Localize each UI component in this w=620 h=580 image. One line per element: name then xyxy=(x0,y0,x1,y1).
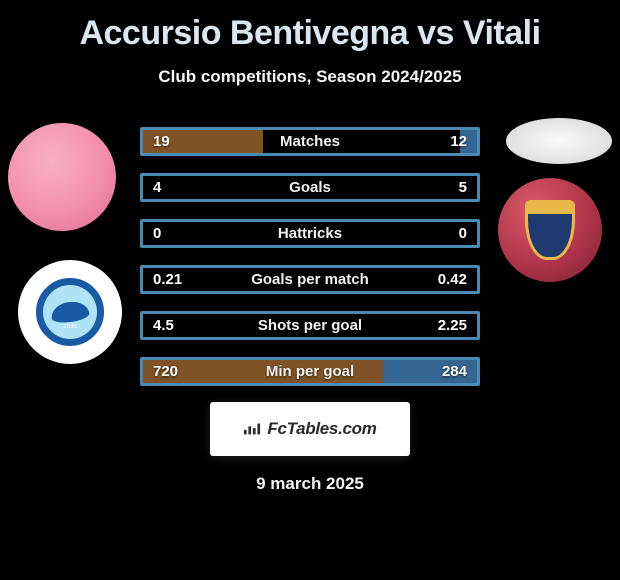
player2-club-badge xyxy=(498,178,602,282)
player1-avatar xyxy=(8,123,116,231)
player2-avatar xyxy=(506,118,612,164)
stat-row: 4Goals5 xyxy=(140,173,480,202)
chart-icon xyxy=(243,422,261,436)
stat-row: 720Min per goal284 xyxy=(140,357,480,386)
stat-value-right: 2.25 xyxy=(407,317,477,334)
stat-value-right: 5 xyxy=(407,179,477,196)
comparison-card: Accursio Bentivegna vs Vitali Club compe… xyxy=(0,0,620,580)
stat-value-left: 19 xyxy=(143,133,213,150)
page-title: Accursio Bentivegna vs Vitali xyxy=(0,14,620,53)
stat-label: Min per goal xyxy=(213,363,407,380)
stat-label: Matches xyxy=(213,133,407,150)
pescara-crest: 1936 xyxy=(36,278,104,346)
stat-row: 4.5Shots per goal2.25 xyxy=(140,311,480,340)
stat-label: Goals xyxy=(213,179,407,196)
subtitle: Club competitions, Season 2024/2025 xyxy=(0,67,620,87)
stat-value-left: 720 xyxy=(143,363,213,380)
stat-label: Shots per goal xyxy=(213,317,407,334)
shield-crest xyxy=(525,200,575,260)
stat-label: Goals per match xyxy=(213,271,407,288)
date-label: 9 march 2025 xyxy=(0,474,620,494)
stat-value-right: 0 xyxy=(407,225,477,242)
player1-club-badge: 1936 xyxy=(18,260,122,364)
stat-row: 0.21Goals per match0.42 xyxy=(140,265,480,294)
stat-row: 0Hattricks0 xyxy=(140,219,480,248)
stat-value-left: 0 xyxy=(143,225,213,242)
source-badge: FcTables.com xyxy=(210,402,410,456)
stat-row: 19Matches12 xyxy=(140,127,480,156)
source-badge-text: FcTables.com xyxy=(267,419,376,439)
stat-value-left: 0.21 xyxy=(143,271,213,288)
stat-value-left: 4.5 xyxy=(143,317,213,334)
stat-value-right: 284 xyxy=(407,363,477,380)
stats-list: 19Matches12 4Goals5 0Hattricks0 0.21Goals p… xyxy=(140,127,480,386)
stat-label: Hattricks xyxy=(213,225,407,242)
stat-value-right: 0.42 xyxy=(407,271,477,288)
stat-value-right: 12 xyxy=(407,133,477,150)
stat-value-left: 4 xyxy=(143,179,213,196)
